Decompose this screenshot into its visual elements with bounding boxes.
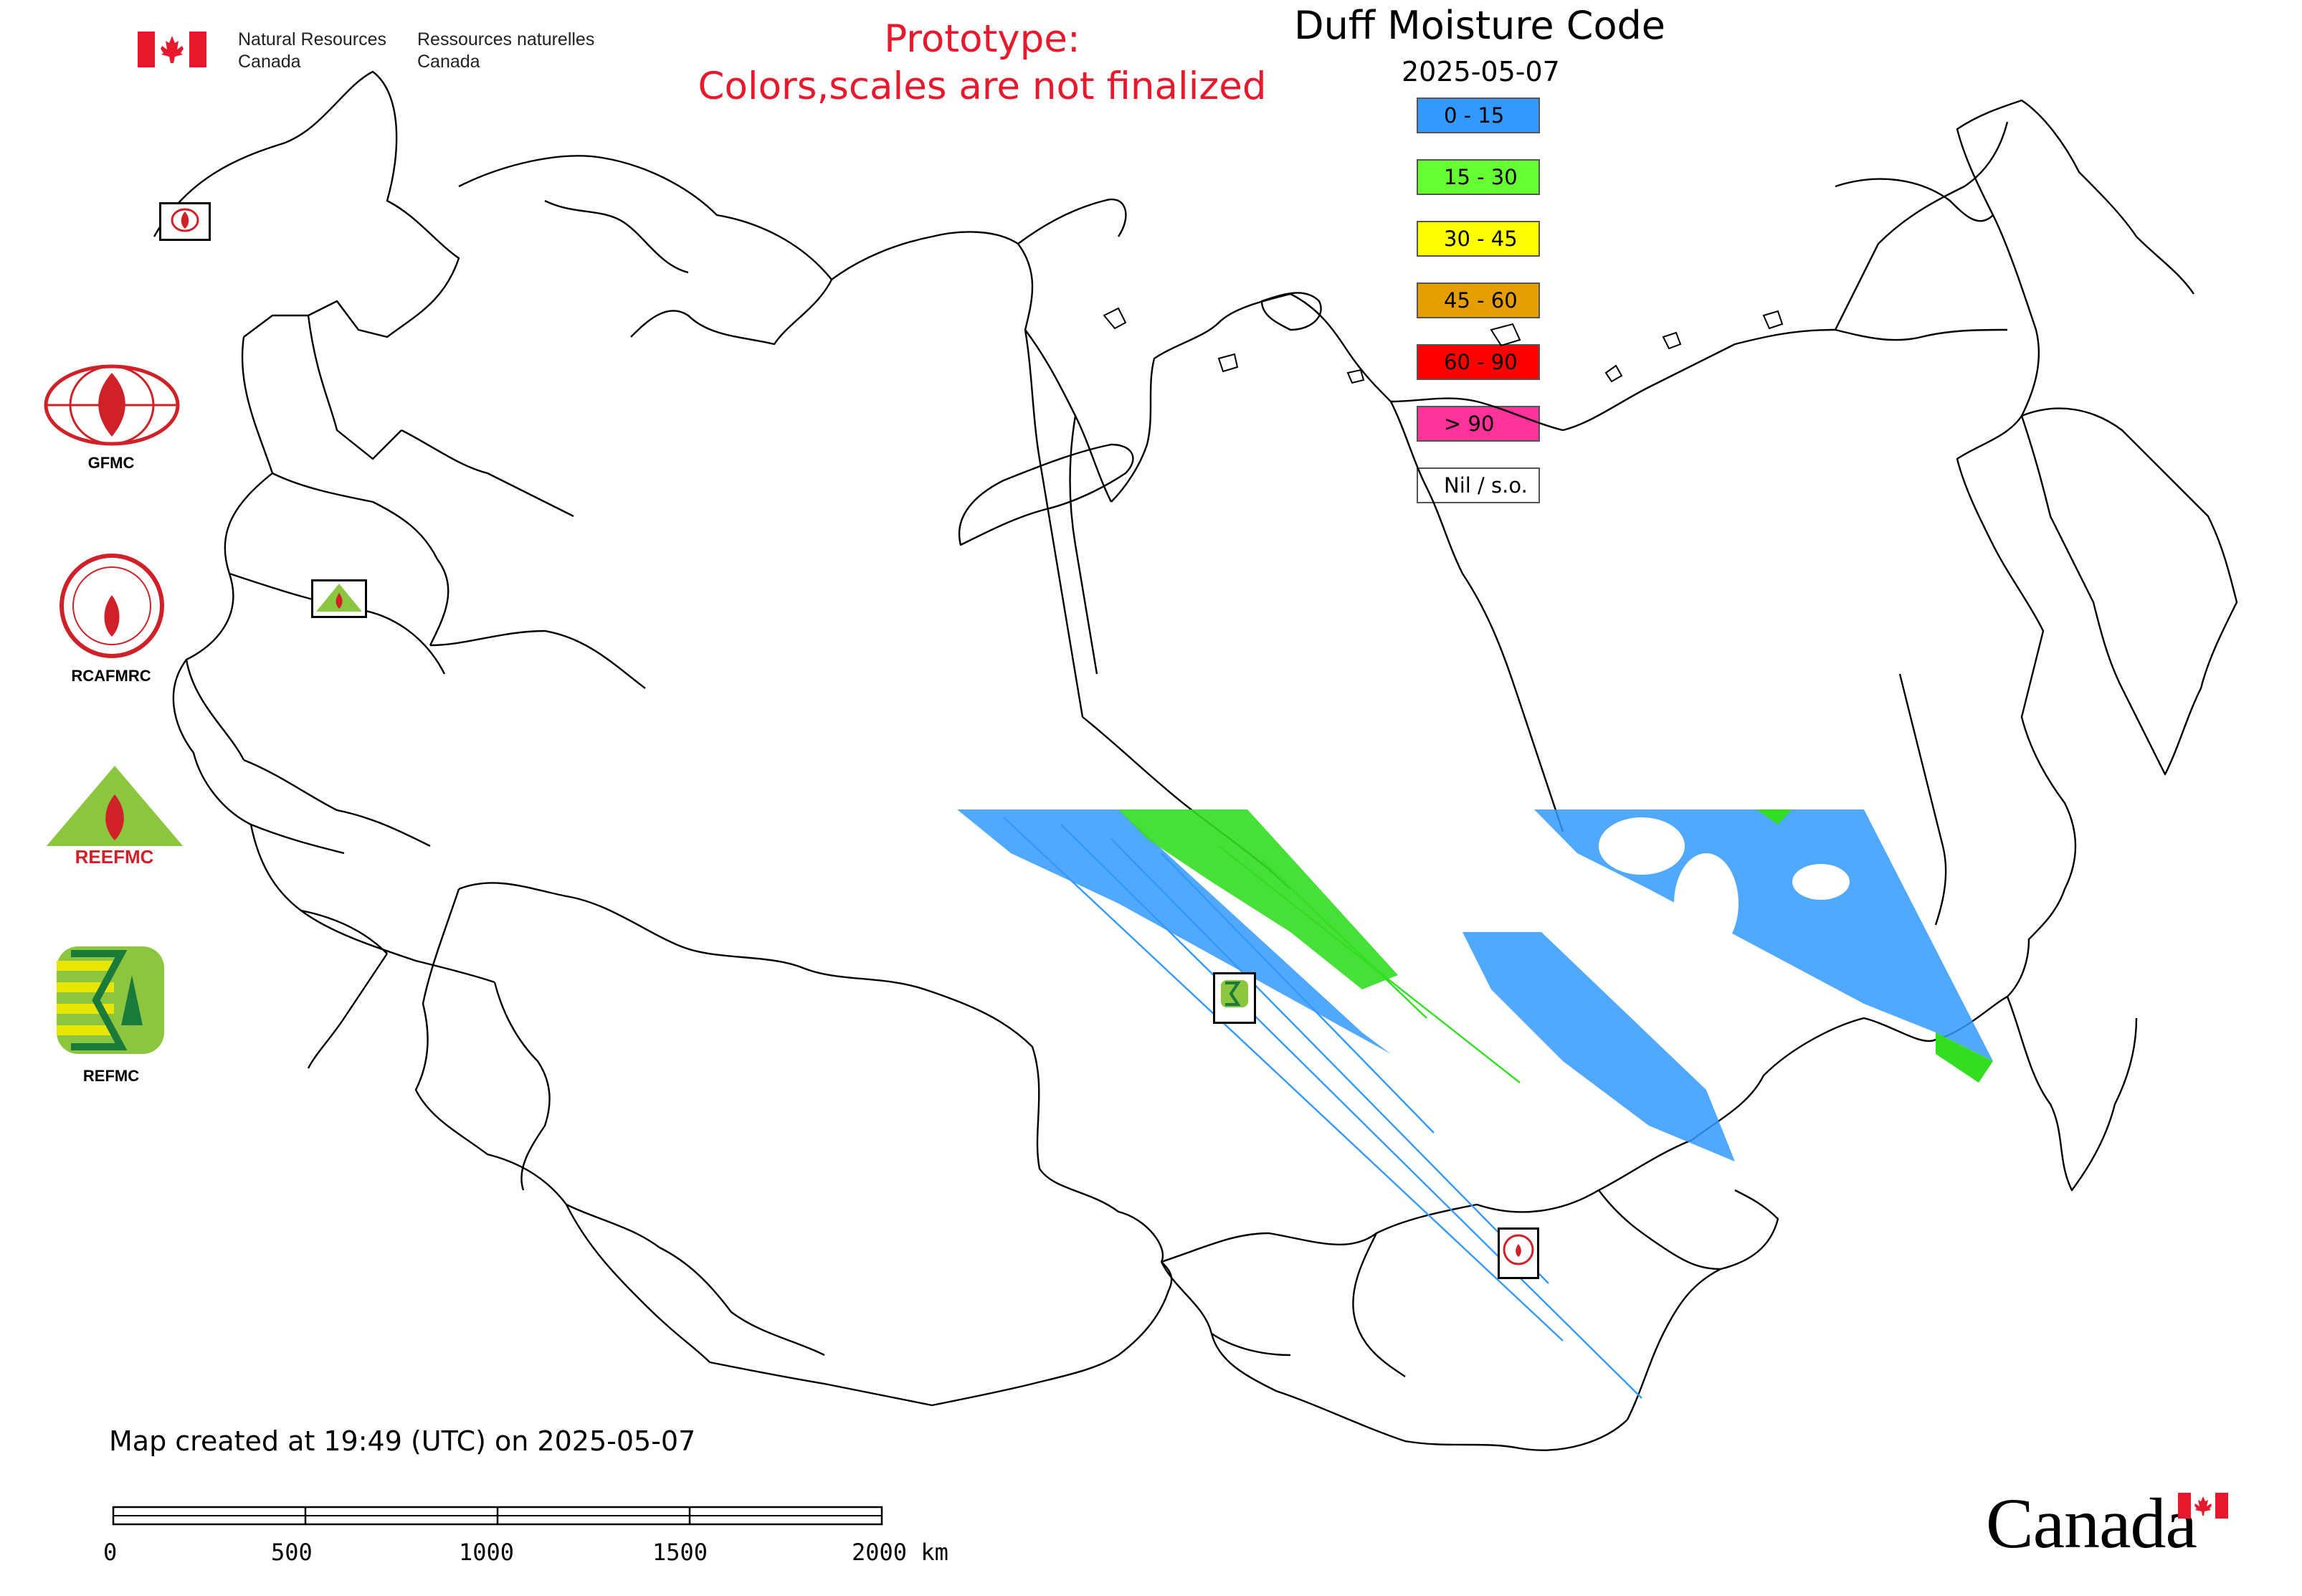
dmc-region-east-green-top (1756, 809, 1792, 825)
legend-item-1: 15 - 30 (1417, 159, 1540, 195)
reefmc-emblem-icon (316, 584, 362, 612)
canada-flag-icon (138, 32, 206, 67)
canada-wordmark: Canada (1986, 1484, 2230, 1570)
dmc-nil-gap-2 (1792, 864, 1850, 900)
map-marker-rcafmrc (1498, 1227, 1539, 1279)
dmc-west-streaks (1003, 817, 1642, 1399)
logo-refmc-label: REFMC (82, 1067, 140, 1085)
legend-item-6: Nil / s.o. (1417, 467, 1540, 503)
dmc-west-green-streaks (1218, 845, 1521, 1083)
logo-reefmc-label: REEFMC (75, 846, 154, 868)
legend-item-5: > 90 (1417, 406, 1540, 442)
dmc-nil-gap-1 (1674, 853, 1739, 954)
dmc-data-layer (957, 809, 1993, 1399)
prototype-line-2: Colors,scales are not finalized (698, 65, 1267, 108)
arctic-islands (1103, 307, 1784, 384)
gfmc-emblem-icon (44, 364, 180, 446)
prototype-notice: Prototype: Colors,scales are not finaliz… (645, 16, 1319, 110)
map-marker-reefmc (311, 579, 367, 618)
dmc-region-west-green (1118, 809, 1398, 989)
logo-refmc: REFMC (39, 946, 183, 1090)
maple-leaf-icon (2178, 1493, 2228, 1519)
logo-gfmc: GFMC (39, 362, 183, 477)
legend-item-0: 0 - 15 (1417, 98, 1540, 133)
agency-name-fr-2: Canada (417, 52, 480, 72)
refmc-emblem-icon (57, 946, 164, 1054)
map-date: 2025-05-07 (1402, 56, 1560, 87)
scale-bar (112, 1506, 886, 1526)
scale-label-1000: 1000 (459, 1539, 515, 1566)
rcafmrc-emblem-icon (1503, 1234, 1534, 1265)
map-marker-refmc (1213, 972, 1256, 1024)
canada-wordmark-text: Canada (1986, 1483, 2197, 1563)
map-created-text: Map created at 19:49 (UTC) on 2025-05-07 (109, 1425, 696, 1457)
logo-gfmc-label: GFMC (87, 454, 135, 472)
scale-label-2000: 2000 km (852, 1539, 948, 1566)
logo-rcafmrc-label: RCAFMRC (71, 667, 151, 685)
scale-label-1500: 1500 (652, 1539, 708, 1566)
legend-item-2: 30 - 45 (1417, 221, 1540, 257)
agency-name-fr-1: Ressources naturelles (417, 29, 595, 49)
goc-signature: Natural Resources Canada Ressources natu… (138, 29, 611, 79)
reefmc-emblem-icon (37, 766, 191, 865)
country-boundaries (153, 70, 2238, 1451)
logo-reefmc: REEFMC (37, 766, 191, 870)
map-marker-gfmc (159, 202, 211, 241)
scale-label-500: 500 (271, 1539, 313, 1566)
dmc-region-east-green (1936, 1032, 1993, 1083)
dmc-region-west-blue (957, 809, 1391, 1054)
agency-name-en-2: Canada (238, 52, 301, 72)
legend: 0 - 15 15 - 30 30 - 45 45 - 60 60 - 90 >… (1417, 98, 1546, 513)
legend-item-4: 60 - 90 (1417, 344, 1540, 380)
map-title: Duff Moisture Code (1294, 3, 1665, 48)
dmc-nil-gap-3 (1599, 817, 1685, 875)
prototype-line-1: Prototype: (884, 17, 1080, 61)
dmc-region-east-blue-2 (1462, 932, 1735, 1162)
legend-item-3: 45 - 60 (1417, 282, 1540, 318)
scale-label-0: 0 (103, 1539, 118, 1566)
refmc-emblem-icon (1221, 980, 1248, 1007)
gfmc-emblem-icon (171, 208, 199, 232)
logo-rcafmrc: RCAFMRC (39, 552, 183, 688)
scale-bar-graphic (112, 1506, 883, 1526)
rcafmrc-emblem-icon (60, 554, 164, 658)
agency-name-en-1: Natural Resources (238, 29, 387, 49)
